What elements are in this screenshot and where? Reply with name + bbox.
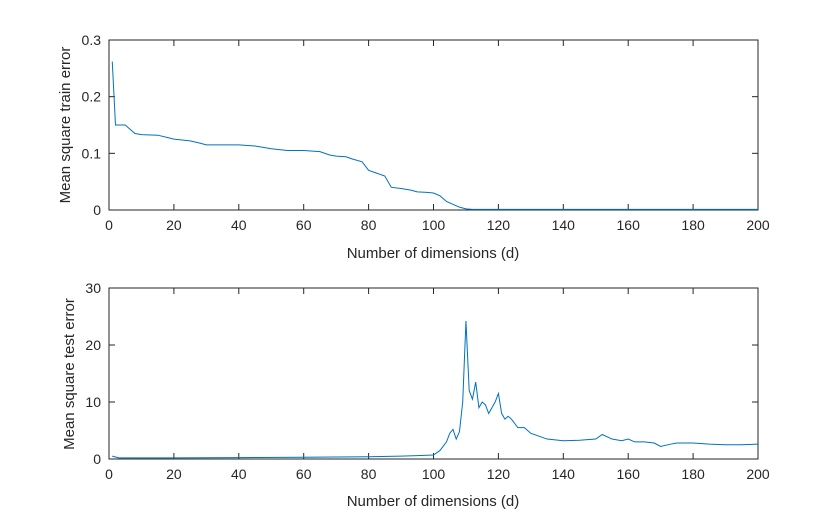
x-tick-label: 0 — [105, 466, 113, 482]
y-tick-label: 0 — [93, 202, 101, 218]
x-tick-label: 60 — [296, 466, 312, 482]
x-tick-label: 140 — [552, 217, 576, 233]
y-axis-label-train: Mean square train error — [57, 47, 74, 204]
y-tick-label: 10 — [85, 394, 101, 410]
x-tick-label: 180 — [681, 217, 705, 233]
y-axis-ticks-train: 0 0.1 0.2 0.3 — [82, 32, 758, 218]
x-tick-label: 80 — [361, 466, 377, 482]
plot-area-test — [108, 287, 759, 460]
plot-area-train — [108, 39, 759, 211]
x-tick-label: 200 — [746, 466, 770, 482]
x-axis-ticks-test: 0 20 40 60 80 100 120 140 160 180 200 — [105, 288, 770, 482]
series-line-train-error — [111, 61, 758, 210]
x-axis-label-train: Number of dimensions (d) — [347, 245, 520, 262]
x-tick-label: 0 — [105, 217, 113, 233]
x-tick-label: 180 — [681, 466, 705, 482]
subplot-test-error: 0 20 40 60 80 100 120 140 160 180 200 0 10 20 30 Numb… — [61, 280, 770, 510]
y-tick-label: 0.1 — [82, 145, 102, 161]
x-tick-label: 100 — [422, 217, 446, 233]
x-tick-label: 40 — [231, 217, 247, 233]
subplot-train-error: 0 20 40 60 80 100 120 140 160 180 200 0 0.1 0.2 0.3 N… — [57, 32, 770, 262]
x-axis-label-test: Number of dimensions (d) — [347, 493, 520, 510]
x-tick-label: 120 — [487, 466, 511, 482]
y-tick-label: 0.2 — [82, 89, 102, 105]
x-tick-label: 160 — [617, 217, 641, 233]
y-tick-label: 0 — [93, 451, 101, 467]
x-tick-label: 40 — [231, 466, 247, 482]
x-axis-ticks-train: 0 20 40 60 80 100 120 140 160 180 200 — [105, 40, 770, 233]
x-tick-label: 80 — [361, 217, 377, 233]
x-tick-label: 20 — [166, 217, 182, 233]
x-tick-label: 60 — [296, 217, 312, 233]
y-axis-label-test: Mean square test error — [61, 298, 78, 450]
y-tick-label: 20 — [85, 337, 101, 353]
y-tick-label: 0.3 — [82, 32, 102, 48]
series-line-test-error — [112, 321, 759, 459]
x-tick-label: 200 — [746, 217, 770, 233]
y-tick-label: 30 — [85, 280, 101, 296]
x-tick-label: 20 — [166, 466, 182, 482]
y-axis-ticks-test: 0 10 20 30 — [85, 280, 758, 467]
x-tick-label: 140 — [552, 466, 576, 482]
x-tick-label: 120 — [487, 217, 511, 233]
x-tick-label: 100 — [422, 466, 446, 482]
x-tick-label: 160 — [617, 466, 641, 482]
